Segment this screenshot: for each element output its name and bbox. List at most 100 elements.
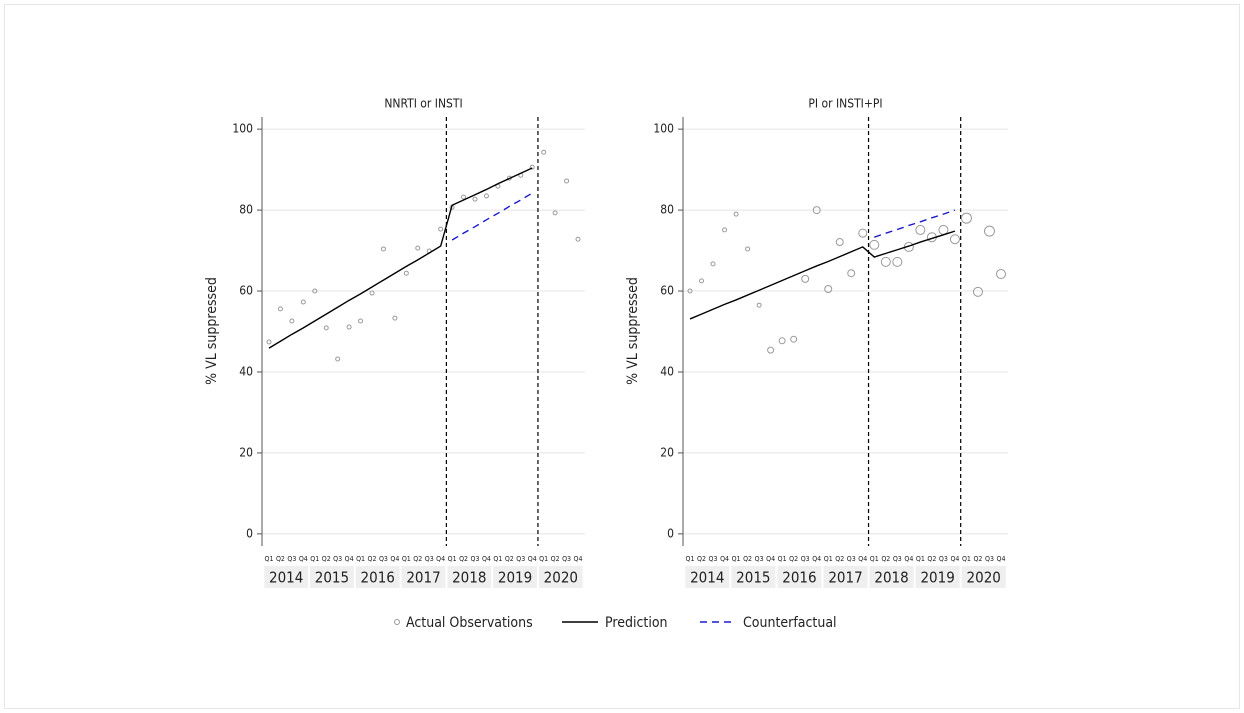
x-tick-label: Q3 (847, 555, 856, 563)
x-tick-label: Q4 (436, 555, 445, 563)
x-tick-label: Q2 (743, 555, 752, 563)
y-axis-label: % VL suppressed (204, 277, 220, 385)
x-tick-label: Q4 (574, 555, 583, 563)
x-tick-label: Q1 (686, 555, 695, 563)
x-tick-label: Q4 (299, 555, 308, 563)
year-label: 2015 (315, 569, 349, 587)
observation (949, 234, 960, 245)
observation (812, 206, 821, 215)
x-tick-label: Q1 (824, 555, 833, 563)
x-tick-label: Q1 (493, 555, 502, 563)
x-tick-label: Q4 (812, 555, 821, 563)
year-band (538, 566, 583, 588)
year-label: 2020 (544, 569, 578, 587)
observation (858, 228, 868, 238)
x-tick-label: Q1 (778, 555, 787, 563)
y-tick-label: 20 (660, 445, 674, 459)
x-tick-label: Q4 (528, 555, 537, 563)
legend-symbol (394, 619, 400, 625)
x-tick-label: Q1 (448, 555, 457, 563)
y-tick-label: 40 (239, 364, 253, 378)
observation (835, 238, 844, 247)
x-tick-label: Q1 (539, 555, 548, 563)
observation (323, 325, 329, 331)
series-line (874, 209, 956, 238)
year-band (823, 566, 868, 588)
observation (541, 149, 547, 155)
observation (369, 290, 375, 296)
x-tick-label: Q1 (732, 555, 741, 563)
year-label: 2016 (782, 569, 816, 587)
x-tick-label: Q2 (927, 555, 936, 563)
x-tick-label: Q2 (835, 555, 844, 563)
x-tick-label: Q3 (801, 555, 810, 563)
year-band (264, 566, 309, 588)
year-label: 2017 (828, 569, 862, 587)
observation (801, 274, 810, 283)
year-band (915, 566, 960, 588)
observation (312, 288, 318, 294)
series-line (451, 192, 533, 241)
x-tick-label: Q3 (893, 555, 902, 563)
year-band (355, 566, 400, 588)
observation (767, 346, 775, 354)
year-band (310, 566, 354, 588)
observation (289, 318, 295, 324)
observation (869, 239, 880, 250)
observation (552, 210, 558, 216)
year-label: 2015 (736, 569, 770, 587)
y-tick-label: 0 (246, 526, 253, 540)
x-tick-label: Q2 (789, 555, 798, 563)
x-tick-label: Q1 (310, 555, 319, 563)
legend-label: Actual Observations (406, 615, 533, 631)
y-tick-label: 100 (232, 122, 253, 136)
observation (346, 324, 352, 330)
x-tick-label: Q3 (985, 555, 994, 563)
x-tick-label: Q3 (562, 555, 571, 563)
year-band (685, 566, 730, 588)
x-tick-label: Q1 (916, 555, 925, 563)
year-label: 2020 (967, 569, 1001, 587)
year-label: 2018 (452, 569, 486, 587)
observation (687, 288, 693, 294)
observation (483, 193, 489, 199)
observation (722, 227, 728, 233)
x-tick-label: Q3 (333, 555, 342, 563)
panel-title: NNRTI or INSTI (384, 97, 462, 111)
x-tick-label: Q4 (345, 555, 354, 563)
y-tick-label: 80 (239, 203, 253, 217)
year-label: 2014 (690, 569, 724, 587)
x-tick-label: Q2 (505, 555, 514, 563)
frame (4, 4, 1240, 709)
x-tick-label: Q4 (390, 555, 399, 563)
x-tick-label: Q2 (276, 555, 285, 563)
year-band (493, 566, 537, 588)
x-tick-label: Q2 (459, 555, 468, 563)
year-band (731, 566, 776, 588)
observation (960, 212, 972, 224)
year-label: 2018 (874, 569, 908, 587)
x-tick-label: Q2 (881, 555, 890, 563)
year-band (447, 566, 492, 588)
y-axis-label: % VL suppressed (625, 277, 641, 385)
x-tick-label: Q1 (962, 555, 971, 563)
x-tick-label: Q1 (402, 555, 411, 563)
y-tick-label: 40 (660, 364, 674, 378)
observation (778, 337, 786, 345)
observation (392, 315, 398, 321)
x-tick-label: Q3 (709, 555, 718, 563)
year-band (869, 566, 914, 588)
x-tick-label: Q4 (720, 555, 729, 563)
x-tick-label: Q3 (425, 555, 434, 563)
observation (529, 164, 535, 170)
observation (745, 246, 751, 252)
y-tick-label: 80 (660, 203, 674, 217)
x-tick-label: Q2 (973, 555, 982, 563)
x-tick-label: Q1 (265, 555, 274, 563)
observation (266, 339, 272, 345)
observation (756, 302, 762, 308)
y-tick-label: 60 (239, 284, 253, 298)
observation (847, 269, 856, 278)
y-tick-label: 0 (667, 526, 674, 540)
